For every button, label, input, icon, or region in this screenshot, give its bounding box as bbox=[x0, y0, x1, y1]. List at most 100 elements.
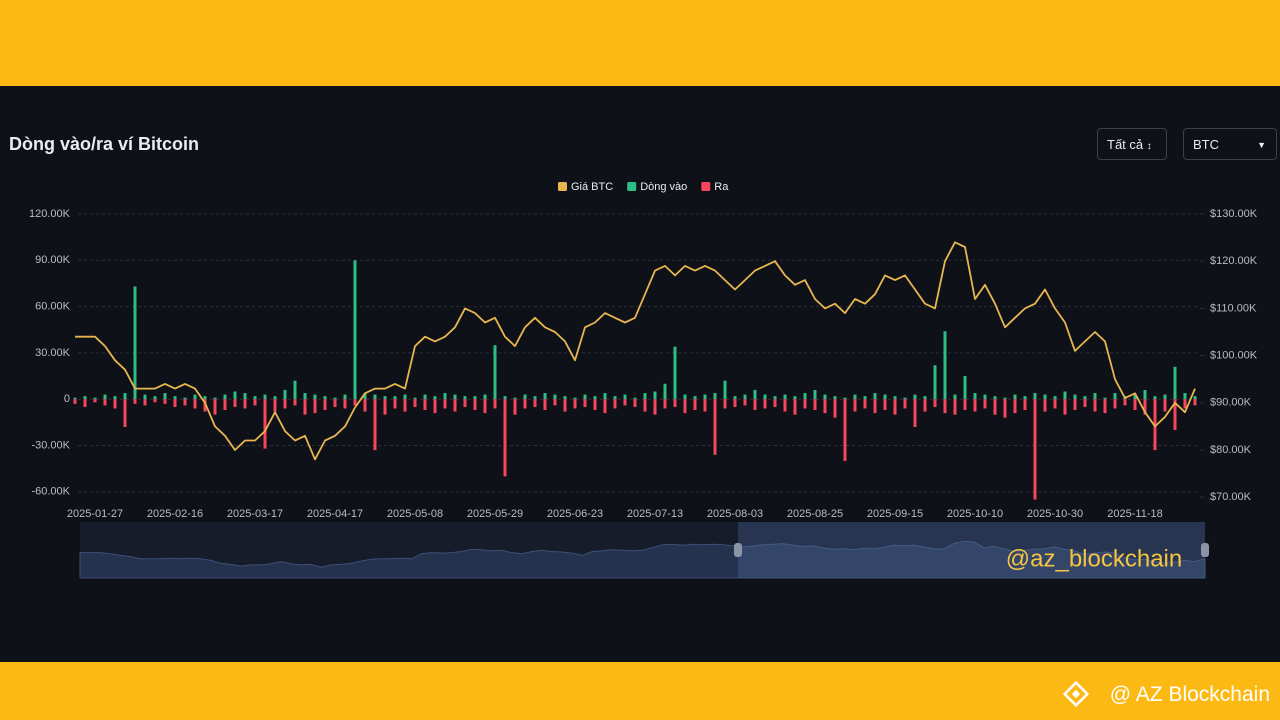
bar bbox=[1053, 399, 1057, 409]
bar bbox=[633, 399, 637, 407]
bar bbox=[963, 399, 967, 411]
bar bbox=[473, 399, 477, 411]
bar bbox=[553, 399, 557, 406]
bar bbox=[163, 393, 167, 400]
bar bbox=[363, 393, 367, 400]
bar bbox=[723, 399, 727, 409]
bar bbox=[933, 365, 937, 400]
bar bbox=[313, 394, 317, 400]
bar bbox=[733, 399, 737, 407]
bar bbox=[193, 394, 197, 400]
bar bbox=[883, 399, 887, 411]
bar bbox=[903, 399, 907, 409]
bar bbox=[273, 399, 277, 412]
navigator-handle[interactable] bbox=[734, 543, 742, 557]
bar bbox=[463, 399, 467, 407]
bar bbox=[1073, 394, 1077, 400]
footer-text: @ AZ Blockchain bbox=[1109, 683, 1270, 706]
bar bbox=[983, 394, 987, 400]
bar bbox=[1163, 394, 1167, 400]
bar bbox=[903, 397, 907, 400]
bar bbox=[1093, 393, 1097, 400]
x-tick-label: 2025-10-10 bbox=[947, 508, 1003, 520]
bar bbox=[253, 396, 257, 400]
bar bbox=[343, 399, 347, 409]
bar bbox=[243, 393, 247, 400]
y2-tick-label: $80.00K bbox=[1210, 444, 1252, 456]
x-tick-label: 2025-10-30 bbox=[1027, 508, 1083, 520]
bar bbox=[1113, 399, 1117, 409]
bar bbox=[1043, 399, 1047, 412]
x-tick-label: 2025-03-17 bbox=[227, 508, 283, 520]
x-tick-label: 2025-05-08 bbox=[387, 508, 443, 520]
bar bbox=[233, 399, 237, 407]
bar bbox=[143, 399, 147, 406]
x-tick-label: 2025-06-23 bbox=[547, 508, 603, 520]
bar bbox=[523, 394, 527, 400]
bar bbox=[113, 396, 117, 400]
bar bbox=[203, 399, 207, 412]
bar bbox=[253, 399, 257, 406]
bar bbox=[413, 399, 417, 407]
bar bbox=[643, 399, 647, 412]
legend-swatch bbox=[558, 182, 567, 191]
bar bbox=[773, 399, 777, 407]
y2-tick-label: $70.00K bbox=[1210, 491, 1252, 503]
bar bbox=[513, 397, 517, 400]
bar bbox=[993, 399, 997, 415]
y-tick-label: -30.00K bbox=[31, 439, 70, 451]
bar bbox=[793, 399, 797, 415]
bar bbox=[123, 393, 127, 400]
bar bbox=[1053, 396, 1057, 400]
bar bbox=[893, 399, 897, 415]
bar bbox=[623, 394, 627, 400]
price-line bbox=[75, 241, 1196, 461]
bar bbox=[393, 399, 397, 409]
bar bbox=[613, 399, 617, 409]
y-tick-label: 120.00K bbox=[29, 208, 71, 220]
bar bbox=[73, 397, 77, 400]
bar bbox=[1083, 399, 1087, 407]
bar bbox=[803, 399, 807, 409]
chart-title: Dòng vào/ra ví Bitcoin bbox=[9, 134, 200, 154]
bar bbox=[573, 399, 577, 409]
bar bbox=[193, 399, 197, 409]
bar bbox=[833, 396, 837, 400]
bar bbox=[623, 399, 627, 406]
bar bbox=[973, 399, 977, 412]
bar bbox=[313, 399, 317, 414]
bar bbox=[693, 396, 697, 400]
bar bbox=[1143, 389, 1147, 400]
bar bbox=[503, 399, 507, 477]
bar bbox=[963, 376, 967, 400]
bar bbox=[973, 393, 977, 400]
bar bbox=[893, 396, 897, 400]
bar bbox=[1033, 393, 1037, 400]
bar bbox=[423, 399, 427, 411]
asset-select[interactable]: BTC ▼ bbox=[1183, 128, 1277, 160]
bar bbox=[863, 399, 867, 409]
bar bbox=[333, 397, 337, 400]
bar bbox=[1143, 399, 1147, 415]
bar bbox=[443, 399, 447, 409]
bar bbox=[1173, 366, 1177, 400]
bar bbox=[1073, 399, 1077, 411]
bar bbox=[243, 399, 247, 409]
bar bbox=[483, 399, 487, 414]
bar bbox=[1183, 393, 1187, 400]
x-tick-label: 2025-01-27 bbox=[67, 508, 123, 520]
bar bbox=[283, 389, 287, 400]
bar bbox=[483, 394, 487, 400]
bar bbox=[713, 393, 717, 400]
bar bbox=[133, 399, 137, 404]
bar bbox=[713, 399, 717, 455]
navigator-handle[interactable] bbox=[1201, 543, 1209, 557]
bar bbox=[743, 399, 747, 406]
bar bbox=[203, 396, 207, 400]
bar bbox=[533, 396, 537, 400]
bar bbox=[303, 393, 307, 400]
bar bbox=[93, 397, 97, 400]
filter-button[interactable]: Tất cả ↕ bbox=[1097, 128, 1167, 160]
bar bbox=[453, 399, 457, 412]
